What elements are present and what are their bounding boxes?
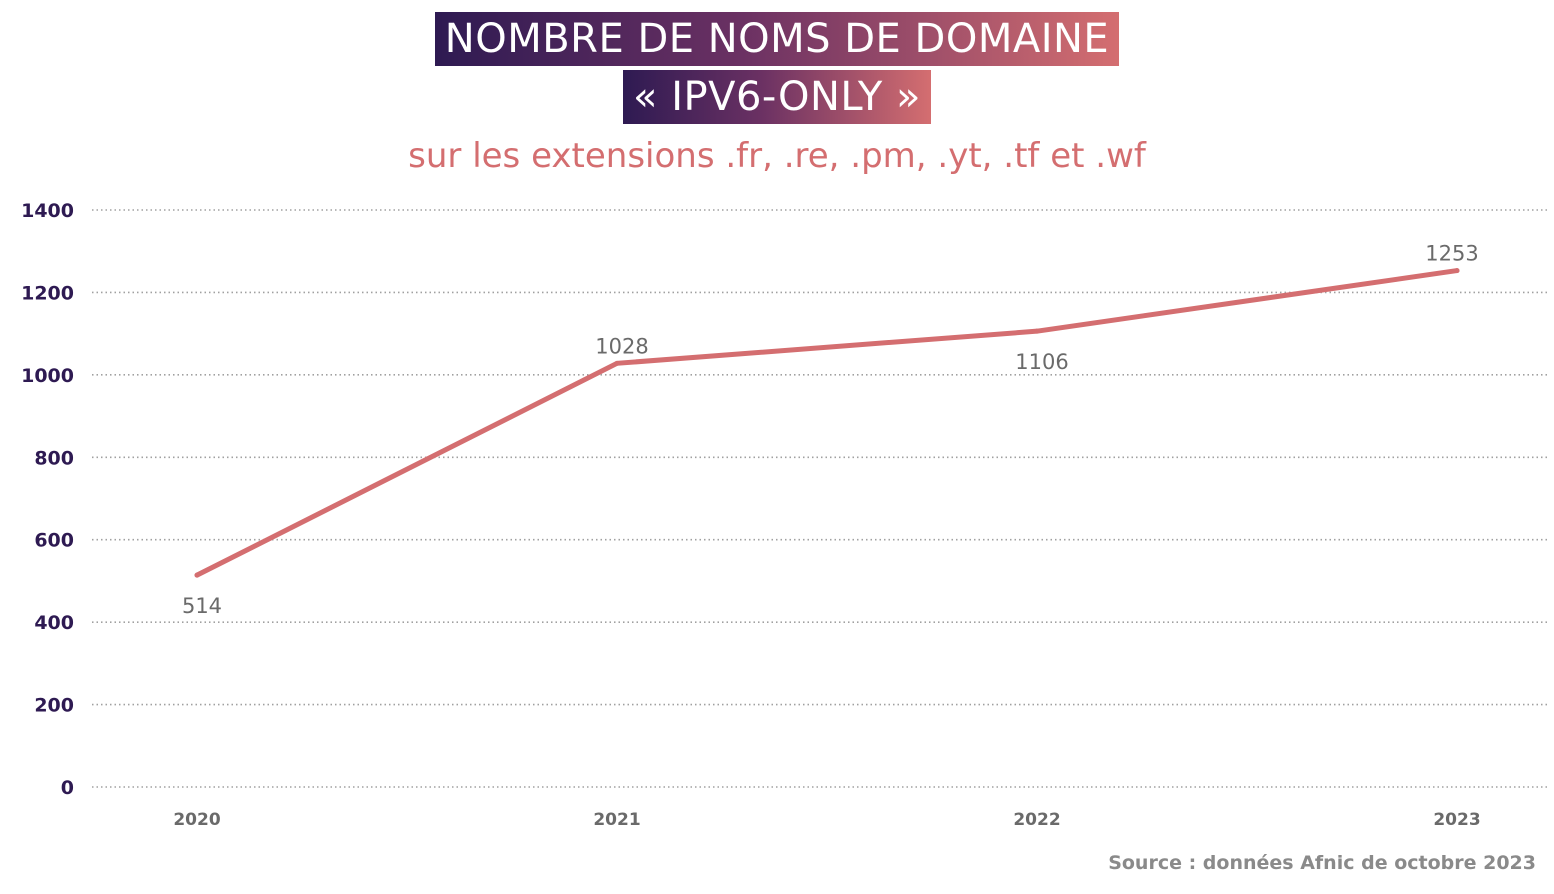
y-tick-label: 800 (34, 447, 74, 469)
x-tick-label: 2023 (1433, 810, 1480, 830)
y-axis-tick-labels: 0 200 400 600 800 1000 1200 1400 (21, 200, 74, 799)
y-tick-label: 1400 (21, 200, 74, 222)
y-tick-label: 200 (34, 695, 74, 717)
data-label-2020: 514 (182, 594, 222, 618)
data-label-2021: 1028 (595, 334, 648, 358)
x-axis-tick-labels: 2020 2021 2022 2023 (173, 810, 1480, 830)
x-tick-label: 2021 (593, 810, 640, 830)
grid-lines (92, 209, 1550, 788)
series-line (194, 268, 1460, 578)
data-label-2022: 1106 (1015, 350, 1068, 374)
y-tick-label: 400 (34, 612, 74, 634)
chart-title-line-1: NOMBRE DE NOMS DE DOMAINE (434, 12, 1120, 66)
y-tick-label: 1200 (21, 282, 74, 304)
chart-subtitle: sur les extensions .fr, .re, .pm, .yt, .… (408, 136, 1146, 176)
data-point-2022 (1034, 328, 1040, 334)
chart-header: NOMBRE DE NOMS DE DOMAINE « IPV6-ONLY » … (0, 12, 1554, 178)
y-tick-label: 600 (34, 530, 74, 552)
x-tick-label: 2020 (173, 810, 220, 830)
data-point-2021 (614, 360, 620, 366)
y-tick-label: 1000 (21, 365, 74, 387)
series-layer (194, 268, 1460, 578)
source-note: Source : données Afnic de octobre 2023 (1108, 852, 1536, 874)
data-point-2020 (194, 572, 200, 578)
y-tick-label: 0 (61, 777, 74, 799)
data-point-2023 (1454, 268, 1460, 274)
chart-title-line-2: « IPV6-ONLY » (623, 70, 931, 124)
data-label-2023: 1253 (1425, 242, 1478, 266)
data-labels: 514 1028 1106 1253 (182, 242, 1479, 619)
x-tick-label: 2022 (1013, 810, 1060, 830)
